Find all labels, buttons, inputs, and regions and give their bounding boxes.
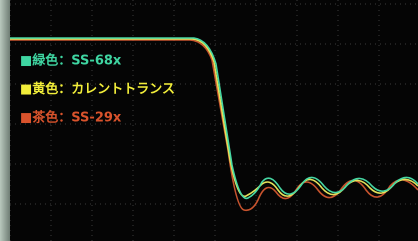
legend-entry: ■茶色：SS-29x <box>20 110 122 126</box>
legend-entry: ■緑色：SS-68x <box>20 53 122 69</box>
photo-edge <box>0 0 10 241</box>
oscilloscope-screen: ■緑色：SS-68x ■黄色：カレントトランス ■茶色：SS-29x <box>0 0 418 241</box>
page: {"legend": [ {"label": "■緑色：SS-68x", "co… <box>0 0 418 241</box>
legend-entry: ■黄色：カレントトランス <box>20 81 175 97</box>
